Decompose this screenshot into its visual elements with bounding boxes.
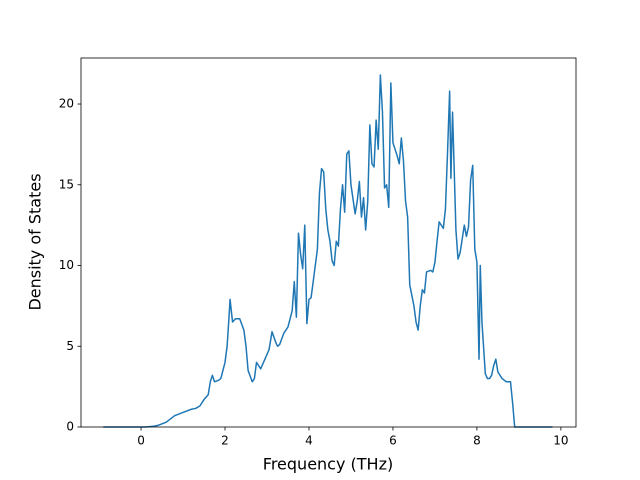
x-axis-label: Frequency (THz) <box>263 455 393 474</box>
y-axis-label: Density of States <box>26 173 45 310</box>
x-tick-label: 6 <box>389 434 397 448</box>
y-tick-label: 15 <box>59 177 74 191</box>
x-tick-label: 10 <box>553 434 568 448</box>
x-tick-label: 4 <box>305 434 313 448</box>
plot-frame <box>80 57 577 428</box>
x-tick-label: 0 <box>137 434 145 448</box>
x-tick-label: 2 <box>221 434 229 448</box>
y-tick-label: 5 <box>66 339 74 353</box>
y-tick-label: 10 <box>59 258 74 272</box>
line <box>103 74 553 428</box>
y-tick-label: 20 <box>59 97 74 111</box>
x-tick-label: 8 <box>473 434 481 448</box>
y-tick-label: 0 <box>66 420 74 434</box>
